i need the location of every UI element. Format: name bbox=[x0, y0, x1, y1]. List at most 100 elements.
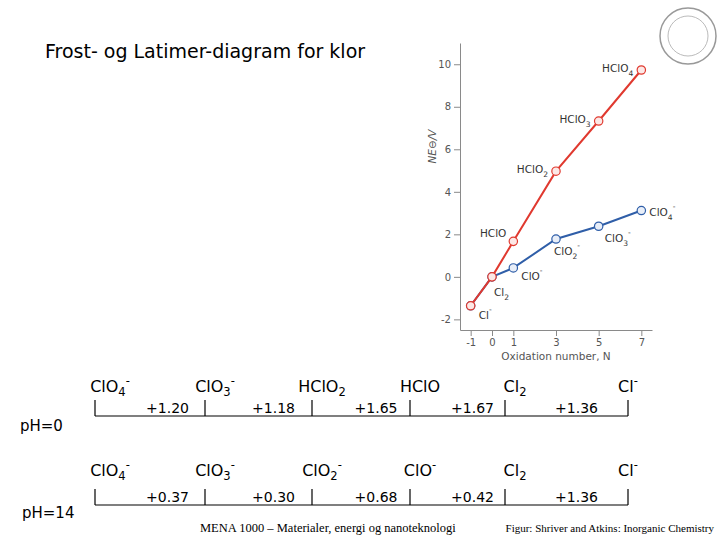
point-label: ClO- bbox=[521, 266, 543, 282]
y-tick-mark bbox=[454, 319, 460, 320]
formula-part: - bbox=[126, 374, 130, 388]
formula-part: 3 bbox=[223, 385, 230, 399]
y-tick: 6 bbox=[445, 144, 460, 155]
potential: +1.67 bbox=[451, 400, 494, 416]
species: ClO2- bbox=[302, 458, 342, 483]
y-tick-label: 6 bbox=[445, 144, 451, 155]
x-tick: 1 bbox=[511, 330, 517, 348]
y-tick-label: -2 bbox=[441, 314, 451, 325]
point bbox=[594, 222, 602, 230]
formula-part: ClO bbox=[195, 377, 223, 396]
formula-part: - bbox=[540, 266, 543, 275]
x-tick-mark bbox=[471, 330, 472, 336]
potential: +1.18 bbox=[252, 400, 295, 416]
x-tick: 5 bbox=[596, 330, 602, 348]
point-label: HClO2 bbox=[517, 163, 548, 179]
y-axis-line bbox=[460, 44, 461, 331]
x-tick-label: 0 bbox=[489, 337, 495, 348]
potential: +0.37 bbox=[146, 489, 189, 505]
ph-label: pH=14 bbox=[22, 504, 74, 522]
y-tick-mark bbox=[454, 192, 460, 193]
latimer-tick bbox=[94, 489, 95, 505]
point-label: Cl- bbox=[479, 305, 492, 321]
latimer-tick bbox=[311, 489, 312, 505]
species: ClO- bbox=[404, 458, 436, 480]
point bbox=[637, 206, 645, 214]
species: Cl2 bbox=[504, 461, 527, 483]
ph-label: pH=0 bbox=[20, 417, 63, 435]
latimer-row: pH=14ClO4-ClO3-ClO2-ClO-Cl2Cl-+0.37+0.30… bbox=[22, 458, 638, 522]
y-tick-label: 4 bbox=[445, 187, 451, 198]
point bbox=[466, 302, 474, 310]
formula-part: 4 bbox=[668, 213, 673, 222]
formula-part: ClO bbox=[195, 461, 223, 480]
point-label: ClO3- bbox=[605, 228, 631, 248]
formula-part: 2 bbox=[543, 170, 548, 179]
x-tick-label: -1 bbox=[466, 337, 476, 348]
formula-part: - bbox=[126, 458, 130, 472]
potential: +1.65 bbox=[355, 400, 398, 416]
y-tick-label: 10 bbox=[438, 59, 451, 70]
x-tick-mark bbox=[641, 330, 642, 336]
latimer-tick bbox=[504, 400, 505, 416]
formula-part: 3 bbox=[586, 120, 591, 129]
y-tick: 0 bbox=[445, 272, 460, 283]
formula-part: - bbox=[673, 202, 676, 211]
formula-part: HClO bbox=[400, 377, 440, 396]
point-label: ClO2- bbox=[554, 241, 580, 261]
potential: +0.42 bbox=[451, 489, 494, 505]
potential: +0.30 bbox=[252, 489, 295, 505]
point bbox=[488, 273, 496, 281]
species: Cl2 bbox=[504, 377, 527, 399]
slide: Frost- og Latimer-diagram for klor-10135… bbox=[0, 0, 720, 540]
point-label: Cl2 bbox=[494, 286, 509, 302]
formula-part: 4 bbox=[118, 469, 125, 483]
y-tick-mark bbox=[454, 234, 460, 235]
x-tick-mark bbox=[599, 330, 600, 336]
latimer-tick bbox=[204, 400, 205, 416]
latimer-tick bbox=[94, 400, 95, 416]
logo-ring bbox=[660, 8, 716, 64]
formula-part: Cl bbox=[479, 309, 489, 321]
formula-part: 3 bbox=[223, 469, 230, 483]
latimer-tick bbox=[627, 400, 628, 416]
plot-marks bbox=[466, 66, 645, 310]
species: Cl- bbox=[618, 374, 638, 396]
figure-credit: Figur: Shriver and Atkins: Inorganic Che… bbox=[506, 522, 715, 534]
x-axis: -101357 bbox=[461, 330, 653, 348]
formula-part: ClO bbox=[554, 245, 573, 257]
formula-part: 3 bbox=[623, 239, 628, 248]
formula-part: Cl bbox=[504, 461, 520, 480]
x-tick: -1 bbox=[466, 330, 476, 348]
formula-part: - bbox=[628, 228, 631, 237]
formula-part: - bbox=[231, 374, 235, 388]
latimer-tick bbox=[627, 489, 628, 505]
y-tick: 2 bbox=[445, 229, 460, 240]
y-tick: 8 bbox=[445, 101, 460, 112]
y-tick-label: 0 bbox=[445, 272, 451, 283]
formula-part: Cl bbox=[504, 377, 520, 396]
x-tick-label: 7 bbox=[639, 337, 645, 348]
formula-part: 2 bbox=[519, 385, 526, 399]
potential: +0.68 bbox=[355, 489, 398, 505]
point bbox=[594, 117, 602, 125]
formula-part: - bbox=[338, 458, 342, 472]
point bbox=[509, 264, 517, 272]
formula-part: HClO bbox=[559, 113, 585, 125]
species: ClO4- bbox=[90, 374, 130, 399]
y-axis-title: NE⊖/V bbox=[426, 129, 438, 164]
species: ClO3- bbox=[195, 458, 235, 483]
latimer-tick bbox=[311, 400, 312, 416]
latimer-tick bbox=[504, 489, 505, 505]
formula-part: HClO bbox=[602, 62, 628, 74]
point bbox=[552, 167, 560, 175]
point-label: HClO3 bbox=[559, 113, 590, 129]
x-tick: 7 bbox=[639, 330, 645, 348]
formula-part: Cl bbox=[494, 286, 504, 298]
y-tick-label: 8 bbox=[445, 101, 451, 112]
series-line bbox=[471, 70, 642, 306]
formula-part: 2 bbox=[504, 293, 509, 302]
formula-part: 2 bbox=[519, 469, 526, 483]
formula-part: 2 bbox=[573, 252, 578, 261]
series-line bbox=[471, 211, 642, 306]
